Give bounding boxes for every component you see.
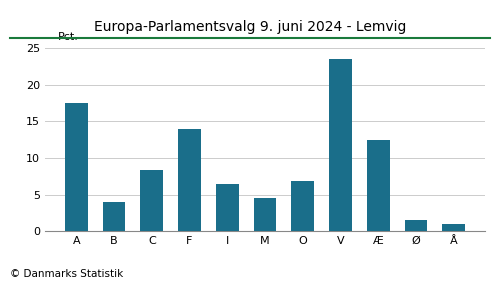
Bar [65, 103, 88, 231]
Bar [292, 181, 314, 231]
Text: © Danmarks Statistik: © Danmarks Statistik [10, 269, 123, 279]
Bar [404, 219, 427, 231]
Bar [178, 129, 201, 231]
Text: Europa-Parlamentsvalg 9. juni 2024 - Lemvig: Europa-Parlamentsvalg 9. juni 2024 - Lem… [94, 20, 406, 34]
Bar [329, 59, 352, 231]
Bar [442, 224, 465, 231]
Bar [216, 184, 238, 231]
Bar [102, 202, 126, 231]
Bar [140, 170, 163, 231]
Bar [254, 197, 276, 231]
Bar [367, 140, 390, 231]
Text: Pct.: Pct. [58, 32, 78, 42]
